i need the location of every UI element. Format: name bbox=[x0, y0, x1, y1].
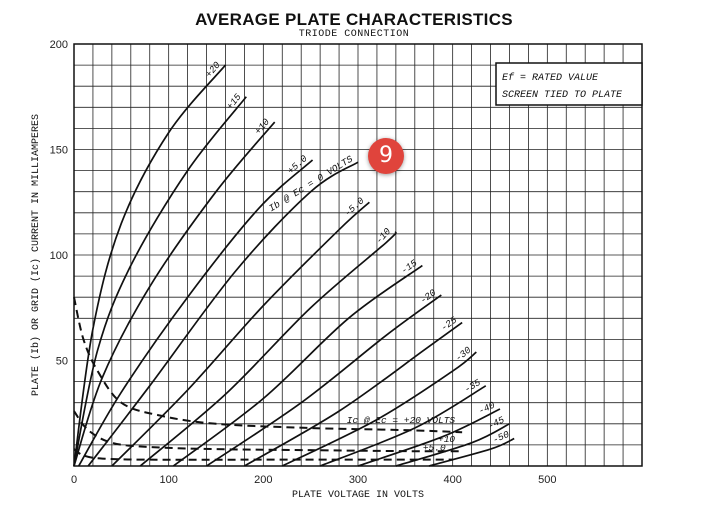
grid-current-curve bbox=[73, 296, 463, 434]
plate-current-curve bbox=[73, 96, 247, 467]
curve-label: +10 bbox=[438, 434, 455, 445]
curve-label: +15 bbox=[224, 91, 243, 111]
plate-current-curve bbox=[73, 121, 276, 467]
plate-current-curve bbox=[206, 294, 442, 467]
curves bbox=[73, 64, 515, 467]
grid-current-curve bbox=[73, 448, 453, 461]
x-tick-label: 200 bbox=[254, 474, 272, 486]
x-tick-label: 500 bbox=[538, 474, 556, 486]
curve-label: +10 bbox=[253, 116, 273, 136]
curve-label: -40 bbox=[477, 399, 497, 416]
curve-label: -10 bbox=[374, 226, 394, 246]
plate-current-curve bbox=[395, 423, 510, 467]
curve-label: -20 bbox=[418, 287, 439, 306]
x-tick-label: 0 bbox=[71, 474, 77, 486]
curve-label: Ib @ Ec = 0 VOLTS bbox=[267, 153, 355, 214]
plate-current-curve bbox=[77, 159, 314, 467]
plate-current-curve bbox=[172, 264, 423, 467]
curve-label: -25 bbox=[439, 314, 460, 333]
curve-label: Ic @ Ec = +20 VOLTS bbox=[347, 415, 456, 426]
plate-current-curve bbox=[281, 351, 477, 467]
x-tick-label: 100 bbox=[159, 474, 177, 486]
note-line-2: SCREEN TIED TO PLATE bbox=[502, 90, 623, 101]
y-tick-label: 100 bbox=[50, 250, 68, 262]
chart-subtitle: TRIODE CONNECTION bbox=[298, 29, 410, 40]
y-tick-label: 200 bbox=[50, 39, 68, 51]
curve-label: -35 bbox=[462, 377, 483, 395]
number-badge: 9 bbox=[368, 138, 404, 174]
y-tick-label: 50 bbox=[56, 356, 68, 368]
grid-current-curve bbox=[73, 410, 463, 453]
x-tick-label: 400 bbox=[443, 474, 461, 486]
plate-current-curve bbox=[73, 64, 227, 467]
curve-label: -15 bbox=[399, 257, 420, 276]
grid bbox=[73, 43, 643, 467]
y-axis-label: PLATE (Ib) OR GRID (Ic) CURRENT IN MILLI… bbox=[30, 114, 42, 396]
curve-label: +5.0 bbox=[423, 443, 446, 454]
y-tick-label: 150 bbox=[50, 145, 68, 157]
x-tick-label: 300 bbox=[349, 474, 367, 486]
curve-label: -50 bbox=[491, 429, 511, 446]
curve-label: -30 bbox=[453, 344, 473, 363]
note-line-1: Ef = RATED VALUE bbox=[502, 72, 599, 84]
plate-current-curve bbox=[87, 161, 359, 467]
tick-labels: 0 100 200 300 400 500 50 100 150 200 bbox=[50, 39, 557, 486]
plate-current-curve bbox=[243, 321, 463, 467]
note-frame bbox=[495, 62, 643, 106]
x-axis-label: PLATE VOLTAGE IN VOLTS bbox=[292, 490, 424, 501]
plate-current-curve bbox=[319, 385, 487, 467]
plate-current-curve bbox=[139, 231, 397, 467]
curve-labels: +20+15+10+5.0Ib @ Ec = 0 VOLTS-5.0-10-15… bbox=[203, 59, 511, 453]
plate-current-curve bbox=[111, 201, 370, 467]
plate-current-curve bbox=[428, 437, 515, 467]
note-box: Ef = RATED VALUE SCREEN TIED TO PLATE bbox=[495, 62, 643, 106]
chart-title: AVERAGE PLATE CHARACTERISTICS bbox=[195, 10, 513, 29]
